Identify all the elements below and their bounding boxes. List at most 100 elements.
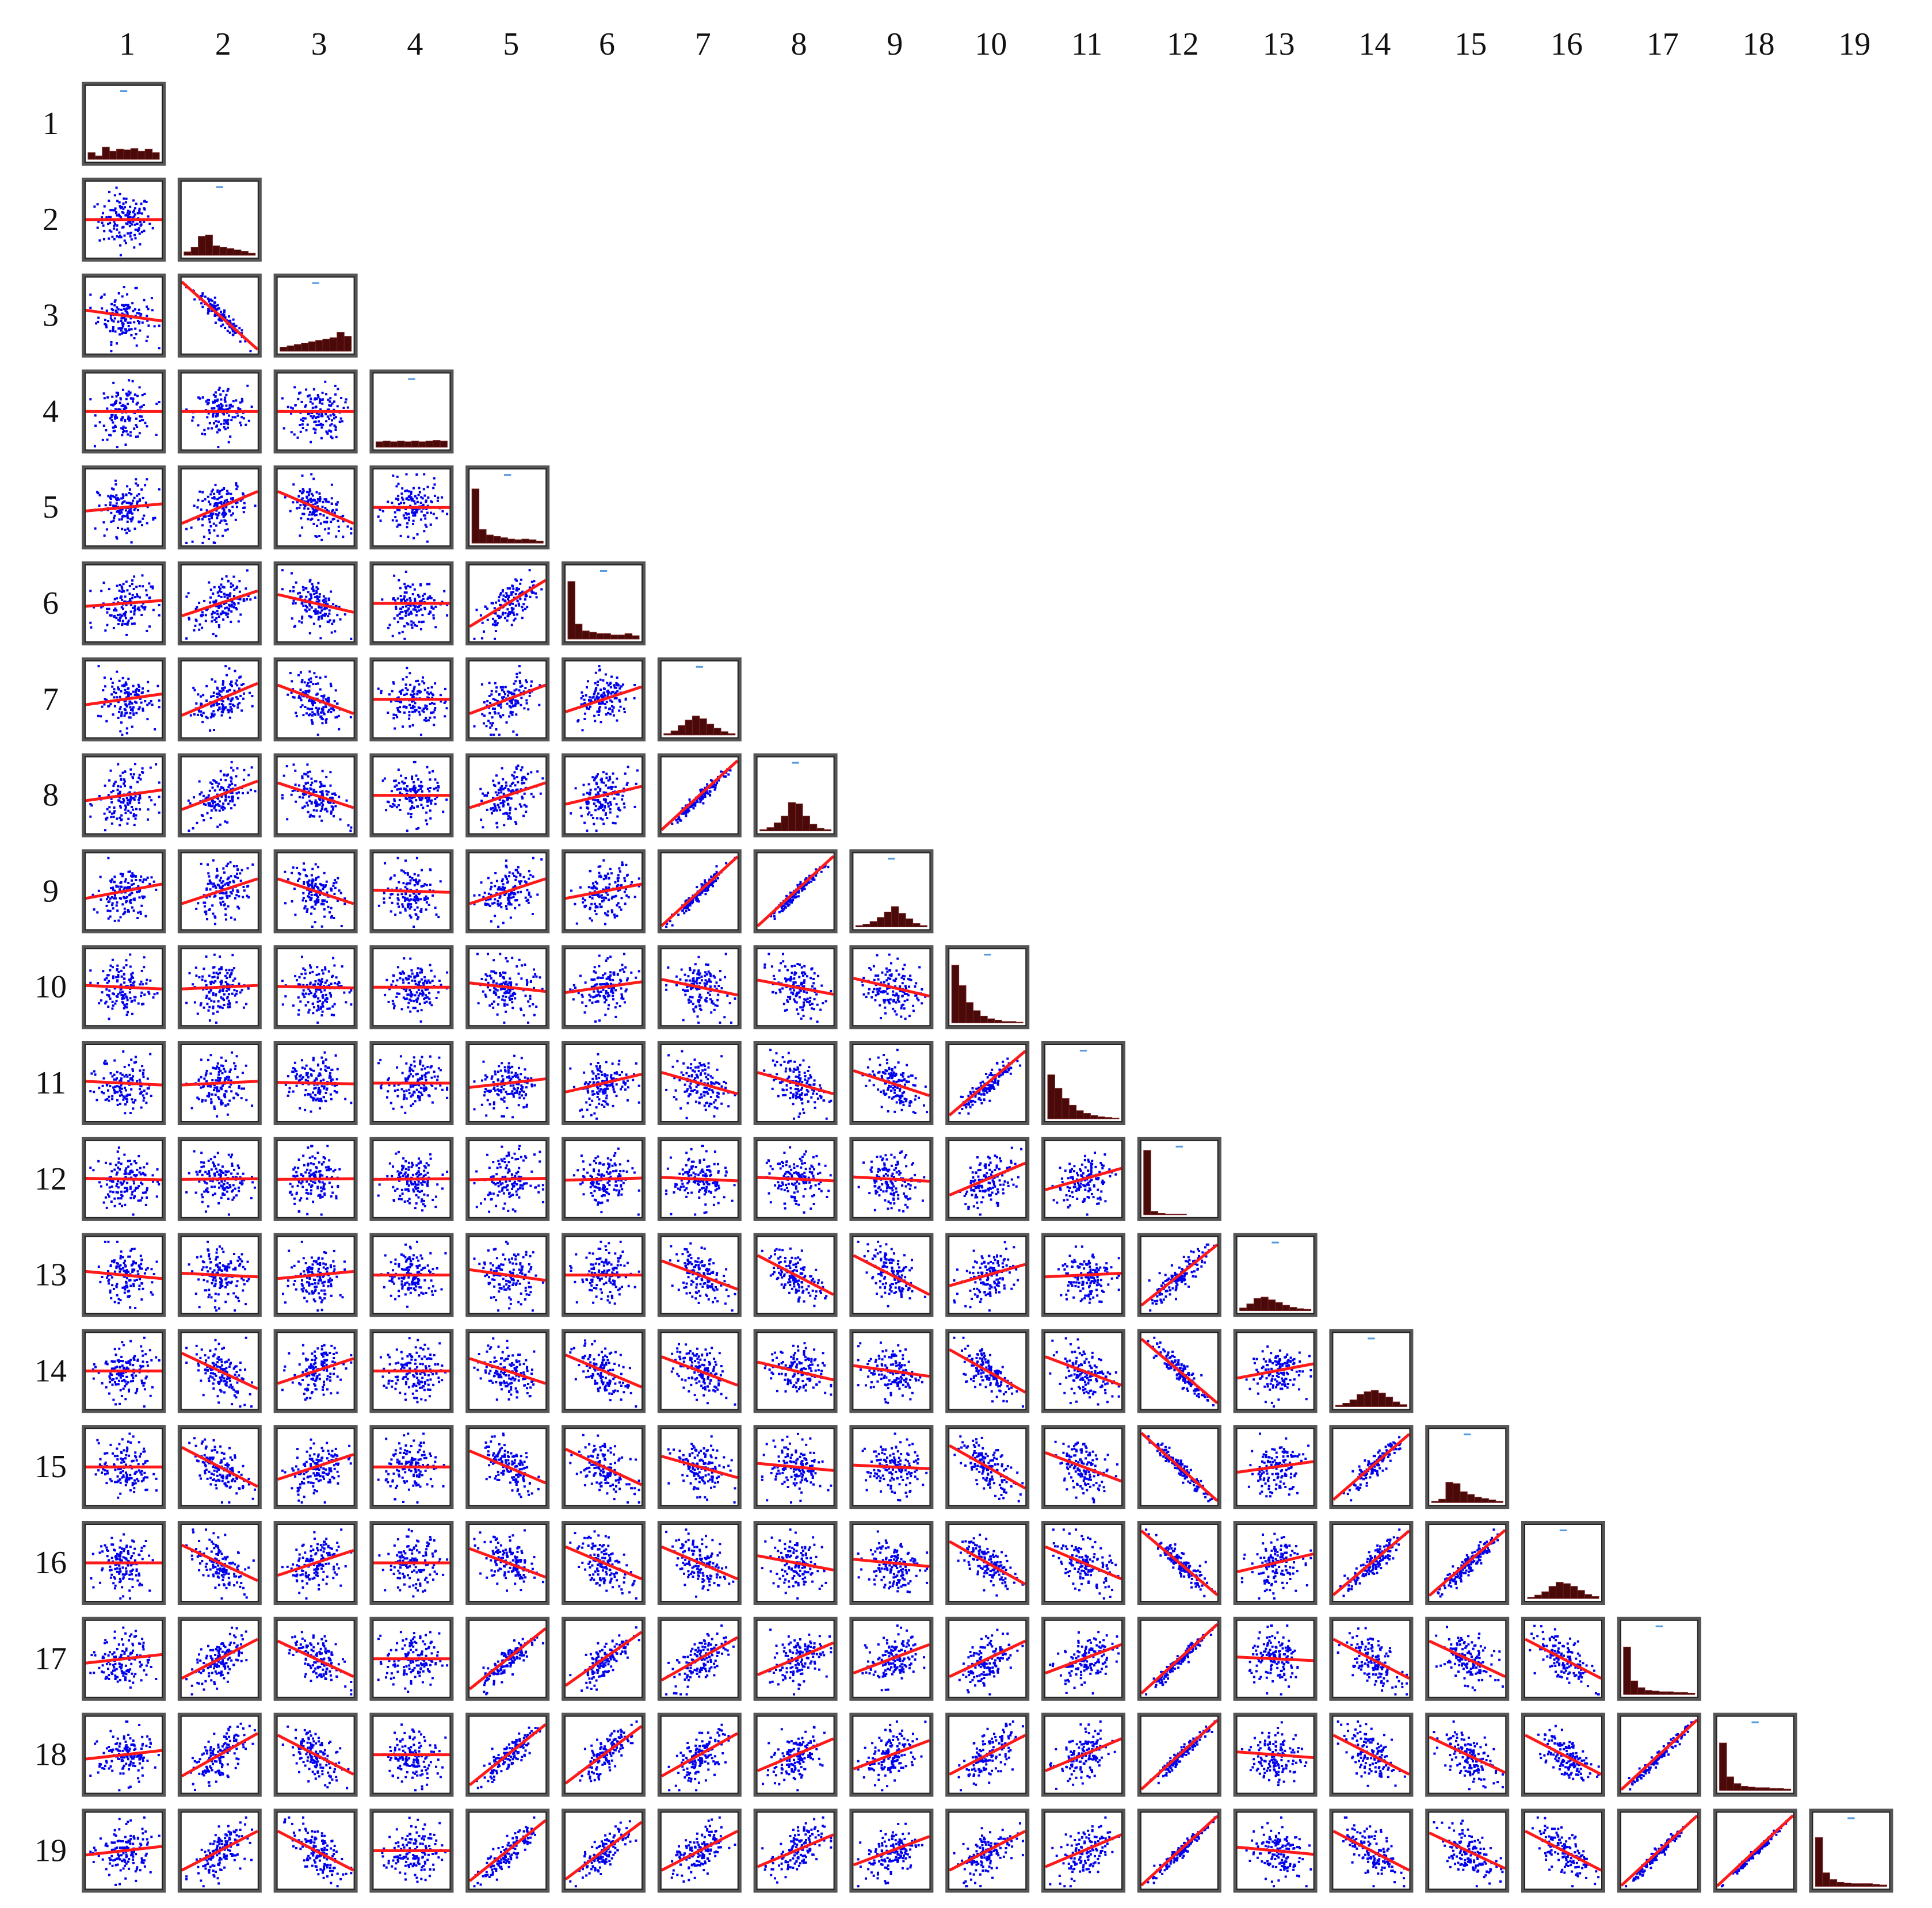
cell-inner-border <box>468 1428 547 1506</box>
fit-line <box>277 1270 354 1280</box>
histogram-bar <box>987 1018 995 1023</box>
histogram-bar <box>1364 1391 1372 1407</box>
scatter-points <box>958 1628 1024 1696</box>
column-label: 5 <box>503 26 519 62</box>
scatter-points <box>670 1816 736 1883</box>
cell-inner-border <box>1332 1619 1411 1698</box>
scatter-points <box>281 1725 350 1790</box>
cell-inner-border <box>852 1044 931 1122</box>
scatter-cell <box>369 1329 454 1413</box>
cell-inner-border <box>468 756 547 835</box>
cell-inner-border <box>756 1811 835 1890</box>
scatter-cell <box>945 1233 1030 1317</box>
cell-inner-border <box>85 1044 163 1122</box>
cell-inner-border <box>948 1428 1027 1506</box>
cell-inner-border <box>85 852 163 931</box>
histogram-bar <box>603 633 611 640</box>
histogram-cell <box>1809 1808 1893 1893</box>
scatter-cell <box>562 1329 646 1413</box>
row-label: 8 <box>43 778 59 813</box>
scatter-points <box>569 1240 640 1305</box>
scatter-cell <box>177 657 262 741</box>
fit-line <box>1045 1451 1122 1483</box>
fit-line <box>660 1545 738 1581</box>
histogram-bar <box>1879 1884 1887 1887</box>
scatter-cell <box>273 1808 358 1893</box>
fit-line <box>853 1739 930 1771</box>
fit-line <box>85 984 162 991</box>
scatter-cell <box>562 849 646 934</box>
histogram-bar <box>1342 1403 1350 1407</box>
cell-inner-border <box>756 1044 835 1122</box>
histogram-cell <box>1713 1712 1797 1797</box>
histogram-bar <box>1054 1088 1063 1119</box>
histogram-bar <box>1438 1498 1446 1503</box>
histogram-bar <box>980 1015 988 1023</box>
row-label: 10 <box>35 969 67 1005</box>
scatter-points <box>185 286 252 353</box>
fit-line <box>469 981 546 993</box>
cell-inner-border <box>372 1044 451 1122</box>
fit-line <box>660 1732 739 1777</box>
column-label: 17 <box>1647 26 1679 62</box>
scatter-cell <box>1617 1712 1701 1797</box>
cell-inner-border <box>948 1715 1027 1794</box>
scatter-cell <box>753 1329 838 1413</box>
scatter-points <box>861 1049 929 1114</box>
fit-line <box>181 1080 258 1087</box>
fit-line <box>660 1636 739 1682</box>
histogram-bar <box>471 488 480 544</box>
scatter-cell <box>753 849 838 934</box>
scatter-points <box>377 1631 449 1693</box>
scatter-cell <box>369 657 454 741</box>
cell-inner-border <box>372 1619 451 1698</box>
row-label: 1 <box>43 106 59 142</box>
histogram-bar <box>240 251 249 256</box>
fit-line <box>85 1270 162 1280</box>
scatter-points <box>89 1146 161 1216</box>
histogram-bar <box>1164 1214 1173 1215</box>
scatter-points <box>473 1636 544 1696</box>
scatter-points <box>1054 1440 1118 1504</box>
histogram-bar <box>1843 1883 1851 1887</box>
histogram-bar <box>582 630 590 640</box>
scatter-cell <box>1329 1712 1414 1797</box>
scatter-cell <box>177 753 262 838</box>
row-label: 9 <box>43 873 59 909</box>
histogram-cell <box>657 657 742 741</box>
scatter-cell <box>562 1808 646 1893</box>
scatter-points <box>195 859 254 926</box>
fit-line <box>948 1444 1026 1490</box>
scatter-cell <box>1137 1329 1221 1413</box>
histogram-bar <box>1068 1104 1077 1119</box>
scatter-points <box>766 865 830 920</box>
scatter-cell <box>82 1808 166 1893</box>
histogram-legend-mark <box>312 282 319 284</box>
cell-inner-border <box>1140 1236 1219 1314</box>
cell-inner-border <box>564 1140 643 1218</box>
scatter-points <box>383 1723 447 1792</box>
fit-line <box>277 1081 354 1085</box>
fit-line <box>661 978 738 997</box>
scatter-cell <box>562 1041 646 1125</box>
histogram-bar <box>390 441 398 448</box>
cell-inner-border <box>276 1428 355 1506</box>
cell-inner-border <box>1044 1811 1122 1890</box>
histogram-legend-mark <box>1175 1145 1183 1148</box>
scatter-points <box>284 862 346 928</box>
cell-inner-border <box>1044 1140 1122 1218</box>
scatter-cell <box>177 1329 262 1413</box>
scatter-cell <box>945 1137 1030 1221</box>
cell-frame <box>562 753 646 838</box>
histogram-bar <box>102 147 110 160</box>
histogram-cell <box>1137 1137 1221 1221</box>
histogram-legend-mark <box>1847 1817 1855 1819</box>
cell-inner-border <box>1044 1619 1122 1698</box>
cell-inner-border <box>1044 1524 1122 1602</box>
cell-inner-border <box>85 85 163 163</box>
scatter-points <box>284 1051 353 1113</box>
histogram-bar <box>1467 1494 1475 1503</box>
cell-inner-border <box>1332 1428 1411 1506</box>
column-label: 1 <box>119 26 135 62</box>
scatter-points <box>572 1147 640 1216</box>
